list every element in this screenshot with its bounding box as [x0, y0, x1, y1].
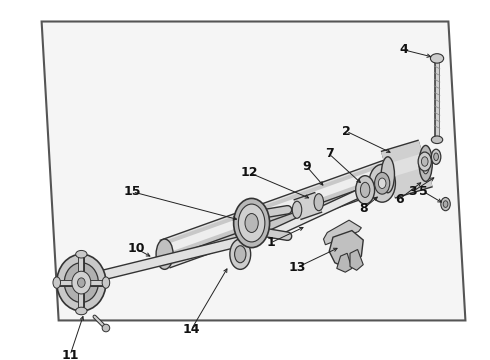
Text: 1: 1 [266, 237, 275, 249]
Ellipse shape [77, 278, 85, 287]
Text: 6: 6 [395, 193, 403, 206]
Ellipse shape [234, 198, 270, 248]
Text: 13: 13 [288, 261, 306, 274]
Polygon shape [329, 230, 363, 269]
Text: 3: 3 [408, 185, 417, 198]
Text: 10: 10 [127, 242, 145, 255]
Text: 2: 2 [342, 125, 351, 138]
Text: 5: 5 [419, 185, 428, 198]
Ellipse shape [75, 251, 87, 258]
Text: 7: 7 [325, 148, 334, 161]
Ellipse shape [293, 201, 302, 218]
Ellipse shape [421, 157, 428, 166]
Ellipse shape [245, 213, 258, 233]
Ellipse shape [381, 157, 394, 193]
Ellipse shape [75, 307, 87, 315]
Text: 12: 12 [241, 166, 259, 179]
Ellipse shape [378, 178, 386, 189]
Ellipse shape [64, 263, 98, 302]
Ellipse shape [72, 271, 91, 294]
Ellipse shape [156, 239, 173, 269]
Ellipse shape [244, 230, 255, 248]
Ellipse shape [422, 153, 429, 174]
Text: 15: 15 [123, 185, 141, 198]
Ellipse shape [230, 239, 251, 269]
Ellipse shape [434, 153, 439, 161]
Ellipse shape [361, 182, 370, 198]
Ellipse shape [443, 201, 448, 207]
Text: 9: 9 [302, 160, 311, 173]
Polygon shape [350, 249, 363, 270]
Ellipse shape [431, 136, 442, 144]
Polygon shape [337, 253, 352, 272]
Text: 14: 14 [182, 323, 200, 336]
Ellipse shape [238, 204, 265, 242]
Ellipse shape [374, 172, 390, 194]
Ellipse shape [53, 277, 61, 288]
Ellipse shape [314, 194, 323, 211]
Ellipse shape [431, 149, 441, 165]
Ellipse shape [102, 324, 110, 332]
Ellipse shape [419, 145, 432, 181]
Polygon shape [42, 22, 466, 320]
Text: 11: 11 [61, 349, 79, 360]
Ellipse shape [430, 54, 443, 63]
Text: 4: 4 [399, 44, 408, 57]
Ellipse shape [102, 277, 110, 288]
Ellipse shape [57, 254, 106, 311]
Ellipse shape [369, 165, 395, 202]
Ellipse shape [441, 198, 450, 211]
Ellipse shape [356, 176, 374, 204]
Text: 8: 8 [359, 202, 368, 215]
Ellipse shape [418, 152, 431, 171]
Ellipse shape [235, 246, 246, 263]
Polygon shape [323, 220, 361, 245]
